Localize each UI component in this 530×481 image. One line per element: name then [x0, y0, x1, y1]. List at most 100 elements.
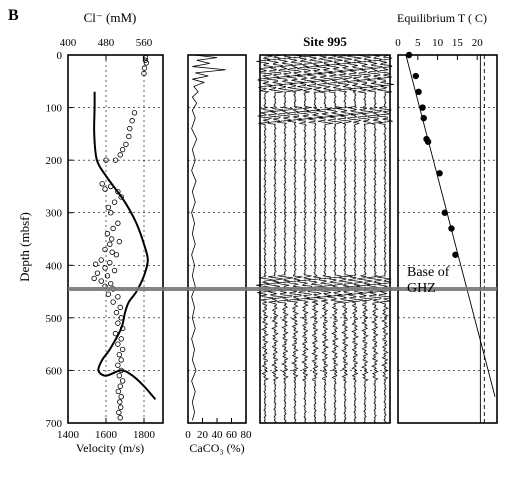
chloride-tick-label: 480: [98, 37, 115, 49]
depth-tick-label: 700: [46, 418, 63, 430]
chloride-point: [118, 194, 124, 200]
temperature-point: [419, 104, 426, 111]
seismic-trace: [316, 54, 334, 424]
chloride-point: [115, 341, 121, 347]
panel-label: B: [8, 7, 19, 24]
chloride-point: [131, 110, 138, 116]
chloride-point: [98, 278, 104, 284]
chloride-point: [142, 57, 149, 63]
chloride-point: [107, 241, 113, 247]
chloride-point: [115, 320, 121, 326]
chloride-point: [112, 157, 119, 163]
chloride-tick-label: 560: [136, 37, 153, 49]
temperature-tick-label: 10: [432, 37, 444, 49]
temperature-axis-label: Equilibrium T ( C): [397, 11, 487, 25]
depth-tick-label: 200: [46, 155, 63, 167]
depth-tick-label: 300: [46, 208, 63, 220]
chloride-point: [99, 181, 105, 187]
carbonate-tick-label: 0: [185, 429, 191, 441]
chloride-point: [119, 346, 126, 353]
temperature-tick-label: 5: [415, 37, 421, 49]
temperature-tick-label: 20: [472, 37, 484, 49]
seismic-title: Site 995: [303, 34, 347, 49]
depth-tick-label: 0: [57, 50, 63, 62]
y-axis-label: Depth (mbsf): [17, 212, 32, 282]
seismic-trace: [366, 54, 384, 424]
chloride-point: [109, 249, 115, 255]
chloride-point: [119, 146, 126, 153]
velocity-axis-label: Velocity (m/s): [76, 441, 144, 455]
carbonate-tick-label: 80: [241, 429, 253, 441]
chloride-point: [105, 291, 112, 297]
chloride-point: [102, 265, 108, 271]
chloride-point: [117, 152, 123, 158]
temperature-point: [424, 138, 432, 145]
chloride-point: [118, 336, 124, 342]
carbonate-line: [191, 54, 226, 421]
chloride-point: [116, 238, 122, 245]
chloride-point: [118, 404, 124, 410]
chloride-point: [113, 309, 120, 316]
chloride-point: [117, 415, 123, 421]
chloride-point: [102, 246, 108, 253]
chloride-point: [91, 275, 97, 282]
chloride-point: [116, 409, 122, 416]
chloride-point: [105, 204, 112, 211]
seismic-trace: [336, 54, 354, 424]
chloride-point: [123, 141, 129, 148]
chloride-point: [115, 188, 121, 195]
seismic-trace: [256, 54, 274, 424]
chloride-point: [117, 304, 123, 311]
chloride-point: [92, 261, 99, 267]
chloride-point: [117, 399, 123, 405]
chloride-point: [143, 60, 150, 66]
chloride-point: [104, 231, 111, 237]
chloride-point: [118, 357, 124, 363]
temperature-point: [452, 251, 459, 258]
chloride-point: [108, 236, 115, 242]
chloride-axis-label: Cl⁻ (mM): [84, 10, 137, 25]
seismic-trace: [286, 54, 304, 424]
chloride-point: [116, 351, 122, 358]
velocity-tick-label: 1400: [57, 429, 80, 441]
temperature-point: [448, 225, 455, 232]
chloride-point: [98, 257, 104, 263]
velocity-tick-label: 1800: [133, 429, 156, 441]
chloride-point: [119, 378, 126, 384]
temperature-point: [412, 72, 420, 80]
carbonate-tick-label: 20: [197, 429, 209, 441]
chloride-point: [141, 70, 147, 77]
chloride-point: [111, 267, 118, 274]
temperature-tick-label: 0: [395, 37, 401, 49]
velocity-curve: [93, 91, 157, 400]
chloride-point: [127, 125, 133, 132]
temperature-point: [441, 209, 448, 216]
carbonate-panel: 0 20 40 60 80: [185, 54, 253, 441]
seismic-trace: [296, 54, 315, 424]
depth-tick-label: 400: [46, 260, 63, 272]
chloride-point: [108, 210, 114, 216]
ghz-annotation-line1: Base of: [407, 265, 450, 280]
chloride-point: [108, 280, 114, 287]
chloride-point: [113, 252, 120, 258]
seismic-panel: [256, 54, 395, 424]
chloride-point: [115, 362, 121, 368]
chloride-point: [141, 65, 148, 71]
chloride-point: [111, 199, 118, 205]
temperature-point: [415, 88, 422, 96]
carbonate-tick-label: 60: [226, 429, 238, 441]
chloride-point: [107, 259, 113, 266]
depth-tick-label: 100: [46, 103, 63, 115]
carbonate-axis-label: CaCO₃ (%): [189, 441, 244, 455]
temperature-panel: 0 5 10 15 20: [395, 37, 498, 424]
chloride-point: [110, 225, 116, 232]
temperature-frame: [397, 54, 498, 424]
seismic-trace: [356, 54, 374, 424]
chloride-tick-label: 400: [60, 37, 77, 49]
depth-tick-label: 600: [46, 365, 63, 377]
temperature-point: [420, 114, 427, 122]
seismic-frame: [259, 54, 391, 424]
velocity-tick-label: 1600: [95, 429, 118, 441]
seismic-trace: [325, 54, 344, 424]
